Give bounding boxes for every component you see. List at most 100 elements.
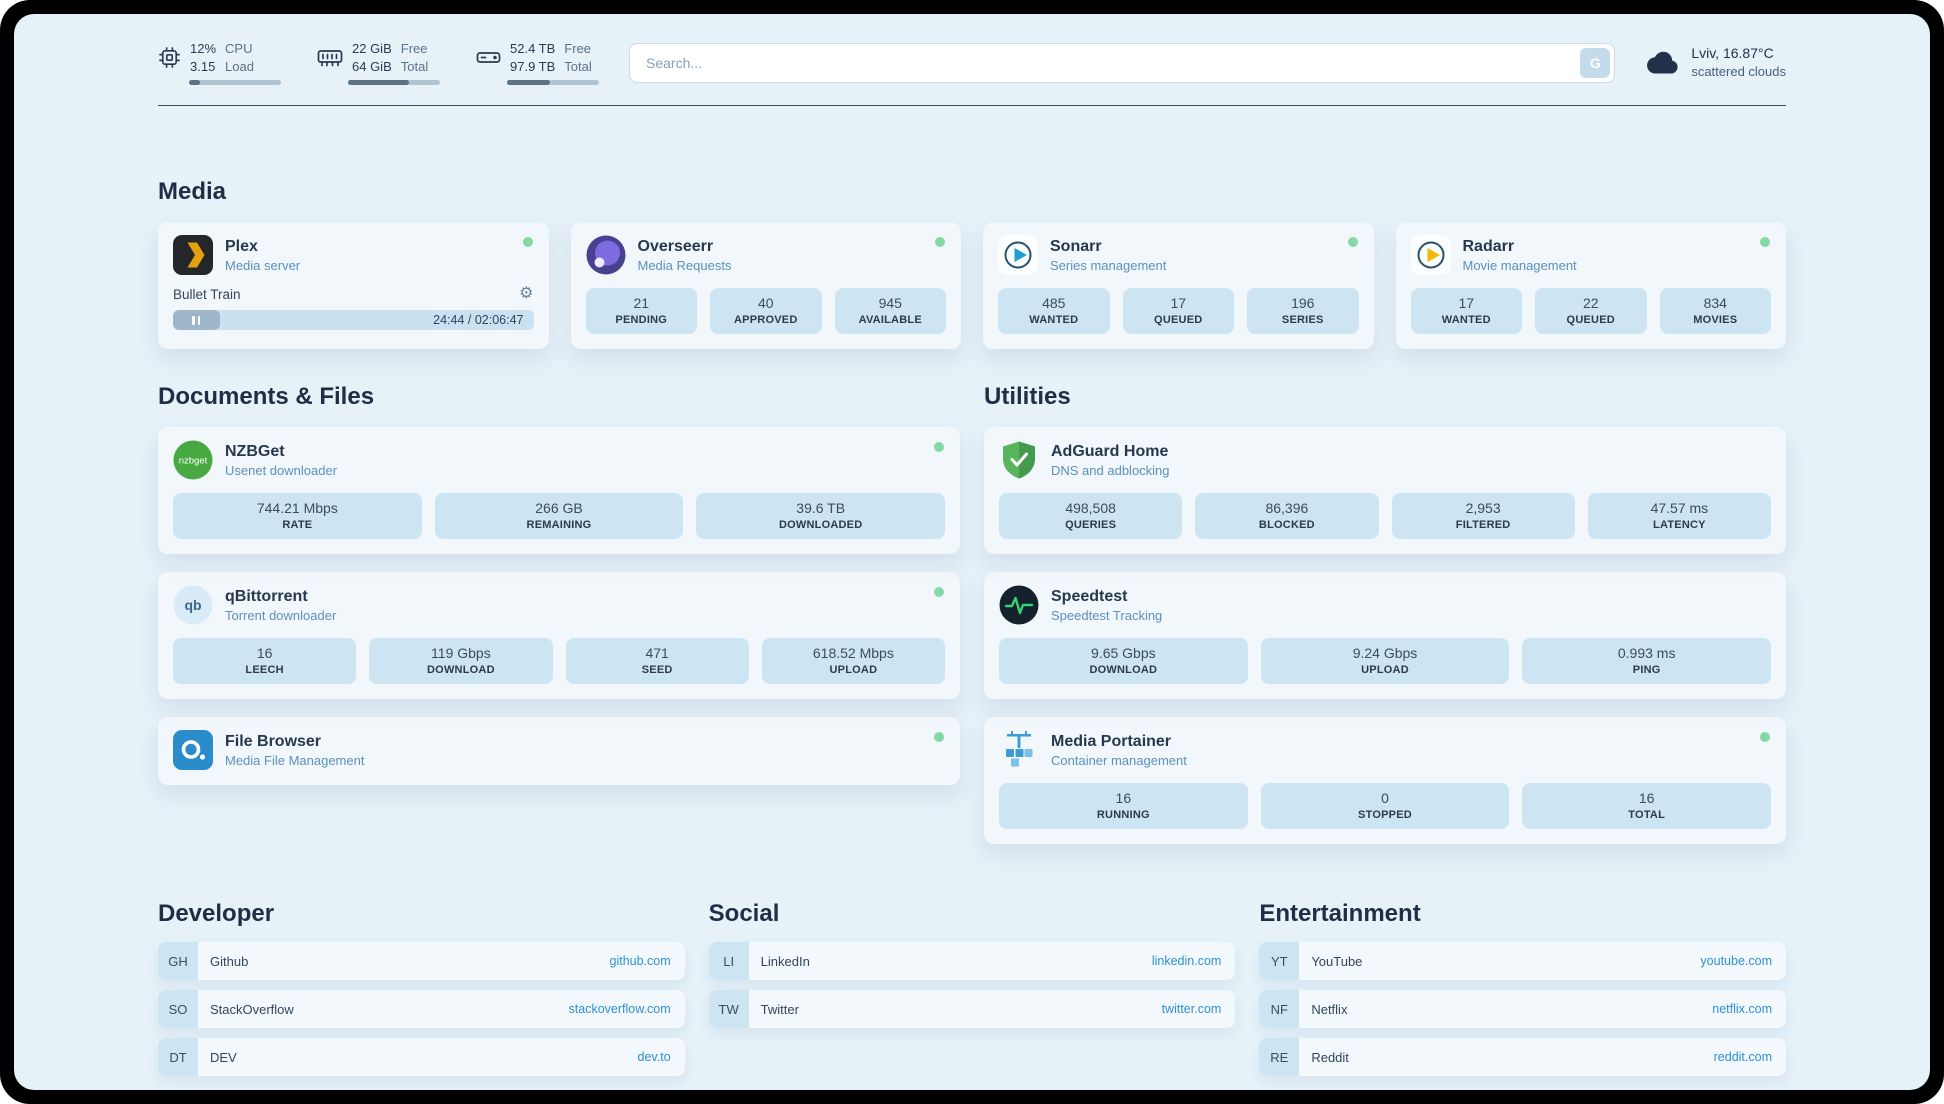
stat-box: 618.52 Mbps UPLOAD bbox=[761, 638, 945, 685]
stat-label: BLOCKED bbox=[1258, 519, 1315, 532]
stat-value: 119 Gbps bbox=[431, 645, 491, 662]
weather-text: Lviv, 16.87°C scattered clouds bbox=[1691, 44, 1786, 82]
memory-widget: 22 GiB 64 GiB Free Total bbox=[317, 40, 440, 86]
stat-value: 21 bbox=[633, 295, 650, 312]
stat-box: 16 RUNNING bbox=[999, 783, 1248, 830]
stat-value: 945 bbox=[878, 295, 902, 312]
app-name: Sonarr bbox=[1050, 237, 1102, 255]
app-card-qbittorrent[interactable]: qb qBittorrent Torrent downloader 16 LEE… bbox=[158, 572, 960, 700]
section-title-media: Media bbox=[158, 178, 227, 206]
stat-box: 485 WANTED bbox=[998, 288, 1110, 335]
dashboard-panel: 12% 3.15 CPU Load bbox=[14, 14, 1930, 1090]
stat-label: STOPPED bbox=[1358, 809, 1412, 822]
stat-value: 86,396 bbox=[1265, 500, 1309, 517]
radarr-icon bbox=[1410, 235, 1451, 276]
app-name: File Browser bbox=[225, 732, 322, 750]
cpu-progress-fill bbox=[189, 80, 201, 86]
app-card-adguard[interactable]: AdGuard Home DNS and adblocking 498,508 … bbox=[984, 427, 1786, 555]
stat-value: 9.65 Gbps bbox=[1091, 645, 1156, 662]
stat-label: UPLOAD bbox=[1361, 664, 1409, 677]
bookmark-twitter[interactable]: TW Twitter twitter.com bbox=[708, 990, 1236, 1029]
bookmark-abbr: RE bbox=[1259, 1038, 1300, 1077]
app-card-radarr[interactable]: Radarr Movie management 17 WANTED 22 QUE… bbox=[1395, 222, 1786, 350]
section-title-utilities: Utilities bbox=[984, 383, 1071, 411]
stat-label: MOVIES bbox=[1693, 314, 1738, 327]
app-card-nzbget[interactable]: nzbget NZBGet Usenet downloader 744.21 M… bbox=[158, 427, 960, 555]
stat-value: 498,508 bbox=[1065, 500, 1116, 517]
bookmark-reddit[interactable]: RE Reddit reddit.com bbox=[1259, 1038, 1786, 1077]
bookmark-url: linkedin.com bbox=[1151, 954, 1222, 969]
memory-progress-fill bbox=[348, 80, 409, 86]
cpu-label: CPU bbox=[225, 41, 253, 56]
bookmark-abbr: GH bbox=[158, 942, 198, 981]
media-grid: Plex Media server Bullet Train ⚙ 24:44 /… bbox=[158, 222, 1786, 350]
bookmark-dev[interactable]: DT DEV dev.to bbox=[158, 1038, 685, 1077]
filebrowser-icon bbox=[173, 730, 213, 771]
stat-box: 0.993 ms PING bbox=[1522, 638, 1772, 685]
weather-description: scattered clouds bbox=[1691, 64, 1786, 80]
disk-progress-fill bbox=[507, 80, 551, 86]
bookmark-name: YouTube bbox=[1311, 953, 1363, 969]
stat-box: 2,953 FILTERED bbox=[1391, 493, 1575, 540]
search-provider-button[interactable]: G bbox=[1580, 47, 1611, 78]
app-card-plex[interactable]: Plex Media server Bullet Train ⚙ 24:44 /… bbox=[158, 222, 549, 350]
app-card-filebrowser[interactable]: File Browser Media File Management bbox=[158, 717, 960, 786]
bookmark-netflix[interactable]: NF Netflix netflix.com bbox=[1259, 990, 1786, 1029]
weather-widget: Lviv, 16.87°C scattered clouds bbox=[1645, 44, 1786, 82]
stat-label: DOWNLOAD bbox=[427, 664, 495, 677]
disk-labels: Free Total bbox=[564, 40, 591, 75]
app-subtitle: Media Requests bbox=[637, 257, 732, 273]
gear-icon[interactable]: ⚙ bbox=[519, 285, 534, 303]
bookmark-abbr: LI bbox=[708, 942, 749, 981]
memory-free: 22 GiB bbox=[352, 41, 392, 56]
stat-value: 40 bbox=[757, 295, 774, 312]
stat-label: DOWNLOAD bbox=[1089, 664, 1158, 677]
stat-box: 744.21 Mbps RATE bbox=[173, 493, 422, 540]
search-input[interactable] bbox=[629, 42, 1616, 83]
bookmark-name: Github bbox=[210, 953, 249, 969]
stat-label: SERIES bbox=[1281, 314, 1324, 327]
bookmark-url: twitter.com bbox=[1161, 1002, 1222, 1017]
stat-value: 22 bbox=[1582, 295, 1599, 312]
stat-box: 471 SEED bbox=[565, 638, 749, 685]
disk-progress-track bbox=[507, 80, 599, 86]
stat-box: 16 LEECH bbox=[173, 638, 357, 685]
stat-box: 21 PENDING bbox=[585, 288, 697, 335]
stat-box: 834 MOVIES bbox=[1659, 288, 1771, 335]
bookmark-github[interactable]: GH Github github.com bbox=[158, 942, 685, 981]
status-dot bbox=[935, 237, 945, 248]
stat-label: DOWNLOADED bbox=[778, 519, 863, 532]
app-subtitle: Series management bbox=[1050, 257, 1167, 273]
stat-box: 0 STOPPED bbox=[1260, 783, 1510, 830]
cpu-usage: 12% bbox=[190, 41, 217, 56]
status-dot bbox=[1760, 732, 1770, 743]
cpu-labels: CPU Load bbox=[225, 40, 254, 75]
stat-box: 47.57 ms LATENCY bbox=[1587, 493, 1771, 540]
bookmark-stackoverflow[interactable]: SO StackOverflow stackoverflow.com bbox=[158, 990, 685, 1029]
bookmark-abbr: SO bbox=[158, 990, 198, 1029]
app-card-overseerr[interactable]: Overseerr Media Requests 21 PENDING 40 A… bbox=[570, 222, 961, 350]
app-subtitle: Torrent downloader bbox=[225, 607, 337, 623]
bookmark-abbr: NF bbox=[1259, 990, 1300, 1029]
app-card-sonarr[interactable]: Sonarr Series management 485 WANTED 17 Q… bbox=[983, 222, 1374, 350]
app-card-speedtest[interactable]: Speedtest Speedtest Tracking 9.65 Gbps D… bbox=[984, 572, 1786, 700]
bookmark-linkedin[interactable]: LI LinkedIn linkedin.com bbox=[708, 942, 1236, 981]
topbar: 12% 3.15 CPU Load bbox=[158, 40, 1786, 86]
pause-icon bbox=[192, 315, 201, 325]
app-subtitle: Usenet downloader bbox=[225, 462, 338, 478]
section-utilities: Utilities AdGuard Home DNS and adblockin… bbox=[984, 383, 1786, 845]
section-title-developer: Developer bbox=[158, 900, 275, 928]
bookmark-url: github.com bbox=[609, 954, 671, 969]
playback-progress-track: 24:44 / 02:06:47 bbox=[173, 310, 534, 331]
bookmark-youtube[interactable]: YT YouTube youtube.com bbox=[1259, 942, 1786, 981]
app-subtitle: Media File Management bbox=[225, 752, 365, 768]
now-playing-title: Bullet Train bbox=[173, 286, 241, 302]
app-name: Plex bbox=[225, 237, 258, 255]
stat-box: 196 SERIES bbox=[1247, 288, 1359, 335]
app-card-portainer[interactable]: Media Portainer Container management 16 … bbox=[984, 717, 1786, 845]
adguard-icon bbox=[999, 440, 1039, 480]
bookmark-url: reddit.com bbox=[1713, 1050, 1772, 1065]
bookmark-name: LinkedIn bbox=[760, 953, 810, 969]
stat-value: 16 bbox=[1115, 790, 1132, 807]
status-dot bbox=[1347, 237, 1358, 248]
